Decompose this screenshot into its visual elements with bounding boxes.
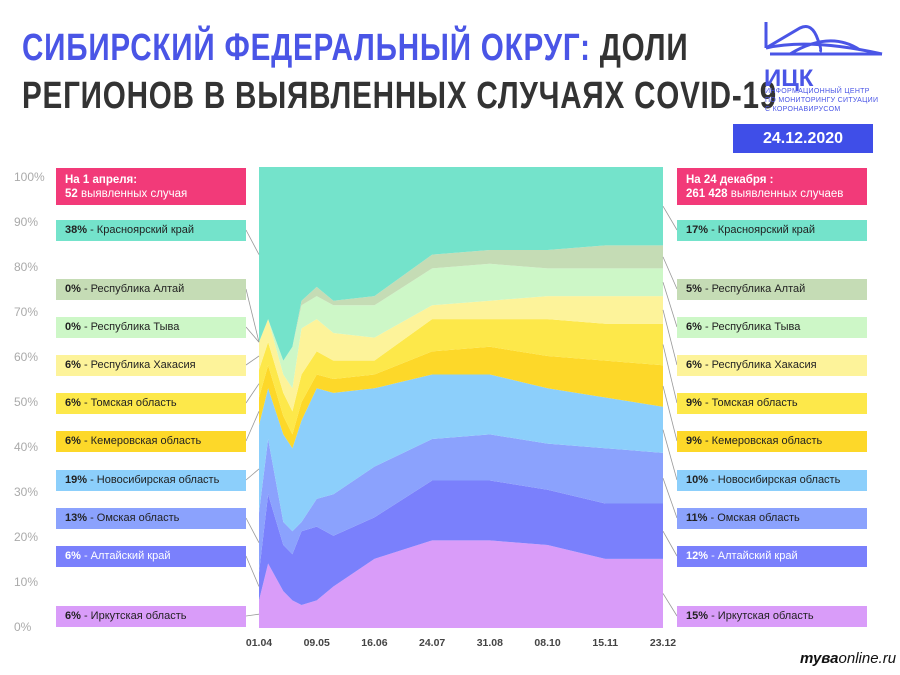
connector-line [245, 383, 260, 404]
connector-line [662, 530, 678, 557]
x-tick-label: 15.11 [592, 637, 619, 649]
start-summary-box: На 1 апреля: 52 выявленных случая [56, 168, 246, 205]
watermark: туваonline.ru [800, 650, 897, 667]
connector-line [245, 613, 260, 617]
connector-line [245, 468, 260, 481]
start-label-box: 0% - Республика Тыва [56, 317, 246, 338]
y-tick-label: 10% [14, 575, 39, 589]
area-0 [259, 540, 663, 628]
connector-line [662, 478, 678, 519]
svg-text:ИЦК: ИЦК [764, 65, 814, 92]
start-label-box: 6% - Томская область [56, 393, 246, 414]
x-tick-label: 09.05 [303, 637, 330, 649]
end-label-box: 6% - Республика Хакасия [677, 355, 867, 376]
start-label-box: 6% - Республика Хакасия [56, 355, 246, 376]
connector-line [662, 282, 678, 328]
connector-line [662, 385, 678, 442]
connector-line [662, 593, 678, 617]
area-7 [259, 263, 663, 389]
start-label-box: 6% - Алтайский край [56, 546, 246, 567]
end-label-box: 15% - Иркутская область [677, 606, 867, 627]
y-tick-label: 70% [14, 305, 39, 319]
page-title-line-2: РЕГИОНОВ В ВЫЯВЛЕННЫХ СЛУЧАЯХ COVID-19 [22, 75, 778, 117]
y-tick-label: 50% [14, 395, 39, 409]
end-label-box: 9% - Томская область [677, 393, 867, 414]
start-label-box: 38% - Красноярский край [56, 220, 246, 241]
connector-line [245, 555, 260, 587]
date-badge: 24.12.2020 [733, 124, 873, 153]
x-tick-label: 23.12 [649, 637, 677, 649]
y-tick-label: 90% [14, 215, 39, 229]
connector-line [662, 309, 678, 366]
area-1 [259, 480, 663, 605]
area-8 [259, 245, 663, 361]
area-6 [259, 296, 663, 412]
area-3 [259, 374, 663, 532]
connector-line [662, 429, 678, 481]
end-label-box: 11% - Омская область [677, 508, 867, 529]
connector-line [245, 355, 260, 366]
connector-line [662, 256, 678, 290]
y-tick-label: 20% [14, 530, 39, 544]
x-tick-label: 24.07 [419, 637, 446, 649]
area-5 [259, 319, 663, 435]
end-label-box: 9% - Кемеровская область [677, 431, 867, 452]
connector-line [245, 229, 260, 255]
start-label-box: 0% - Республика Алтай [56, 279, 246, 300]
start-label-box: 13% - Омская область [56, 508, 246, 529]
x-tick-label: 16.06 [361, 637, 388, 649]
end-summary-box: На 24 декабря : 261 428 выявленных случа… [677, 168, 867, 205]
connector-line [662, 344, 678, 404]
connector-line [245, 411, 260, 442]
logo-subtitle-1: ИНФОРМАЦИОННЫЙ ЦЕНТР [765, 88, 870, 95]
start-label-box: 6% - Кемеровская область [56, 431, 246, 452]
end-label-box: 6% - Республика Тыва [677, 317, 867, 338]
start-label-box: 19% - Новосибирская область [56, 470, 246, 491]
y-tick-label: 80% [14, 260, 39, 274]
end-label-box: 5% - Республика Алтай [677, 279, 867, 300]
end-label-box: 12% - Алтайский край [677, 546, 867, 567]
x-tick-label: 31.08 [476, 637, 503, 649]
y-tick-label: 30% [14, 485, 39, 499]
page-title-line-1: СИБИРСКИЙ ФЕДЕРАЛЬНЫЙ ОКРУГ: ДОЛИ [22, 27, 689, 69]
y-tick-label: 60% [14, 350, 39, 364]
y-tick-label: 0% [14, 620, 32, 634]
x-tick-label: 01.04 [245, 637, 273, 649]
logo-subtitle-3: С КОРОНАВИРУСОМ [765, 106, 841, 113]
connector-line [245, 288, 260, 343]
y-tick-label: 40% [14, 440, 39, 454]
x-tick-label: 08.10 [534, 637, 561, 649]
area-4 [259, 346, 663, 449]
connector-line [245, 326, 260, 343]
area-9 [259, 167, 663, 361]
connector-line [245, 517, 260, 543]
end-label-box: 17% - Красноярский край [677, 220, 867, 241]
area-2 [259, 434, 663, 573]
start-label-box: 6% - Иркутская область [56, 606, 246, 627]
end-label-box: 10% - Новосибирская область [677, 470, 867, 491]
connector-line [662, 205, 678, 231]
y-tick-label: 100% [14, 170, 45, 184]
logo-icon: ИЦК [764, 22, 883, 92]
logo-subtitle-2: ПО МОНИТОРИНГУ СИТУАЦИИ [765, 97, 879, 104]
